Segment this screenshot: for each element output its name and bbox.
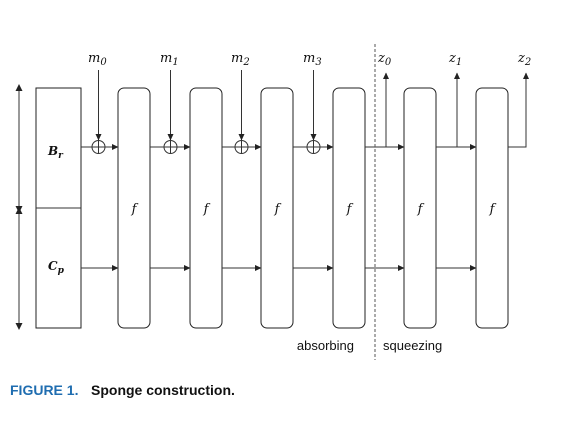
xor-operators bbox=[91, 140, 321, 154]
xor-icon-2 bbox=[234, 140, 249, 154]
f-block-5 bbox=[403, 87, 437, 329]
f-label-5: f bbox=[417, 202, 425, 217]
input-labels: m0 m1 m2 m3 bbox=[88, 51, 322, 68]
rate-label: Br bbox=[47, 144, 64, 161]
state-block: Br Cp bbox=[35, 87, 82, 329]
f-label-4: f bbox=[346, 202, 354, 217]
figure-number: FIGURE 1. bbox=[10, 382, 78, 398]
output-label-z2: z2 bbox=[517, 51, 531, 68]
capacity-dimension-arrow-bottom bbox=[15, 323, 23, 330]
f-block-4 bbox=[332, 87, 366, 329]
rate-dimension-arrow-top bbox=[15, 84, 23, 91]
rate-path bbox=[81, 72, 529, 150]
f-label-1: f bbox=[131, 202, 139, 217]
state-size-dimension bbox=[15, 84, 23, 330]
f-block-6 bbox=[475, 87, 509, 329]
f-block-1 bbox=[117, 87, 151, 329]
output-label-z1: z1 bbox=[448, 51, 462, 68]
output-arrow-z2 bbox=[508, 72, 529, 148]
f-label-6: f bbox=[489, 202, 497, 217]
capacity-dimension-arrow-top bbox=[15, 207, 23, 214]
f-label-2: f bbox=[203, 202, 211, 217]
input-label-m3: m3 bbox=[303, 51, 322, 68]
squeezing-label: squeezing bbox=[383, 338, 442, 353]
f-label-3: f bbox=[274, 202, 282, 217]
xor-icon-0 bbox=[91, 140, 106, 154]
xor-icon-3 bbox=[306, 140, 321, 154]
output-arrows bbox=[383, 72, 460, 147]
input-label-m0: m0 bbox=[88, 51, 107, 68]
output-labels: z0 z1 z2 bbox=[377, 51, 531, 68]
input-arrows bbox=[95, 70, 317, 141]
figure-title: Sponge construction. bbox=[91, 382, 235, 398]
absorbing-label: absorbing bbox=[297, 338, 354, 353]
figure-caption: FIGURE 1. Sponge construction. bbox=[10, 382, 235, 398]
capacity-label: Cp bbox=[48, 259, 65, 276]
input-label-m1: m1 bbox=[160, 51, 179, 68]
xor-icon-1 bbox=[163, 140, 178, 154]
output-label-z0: z0 bbox=[377, 51, 392, 68]
f-block-2 bbox=[189, 87, 223, 329]
permutation-blocks: f f f f f f bbox=[117, 87, 509, 329]
f-block-3 bbox=[260, 87, 294, 329]
input-label-m2: m2 bbox=[231, 51, 250, 68]
